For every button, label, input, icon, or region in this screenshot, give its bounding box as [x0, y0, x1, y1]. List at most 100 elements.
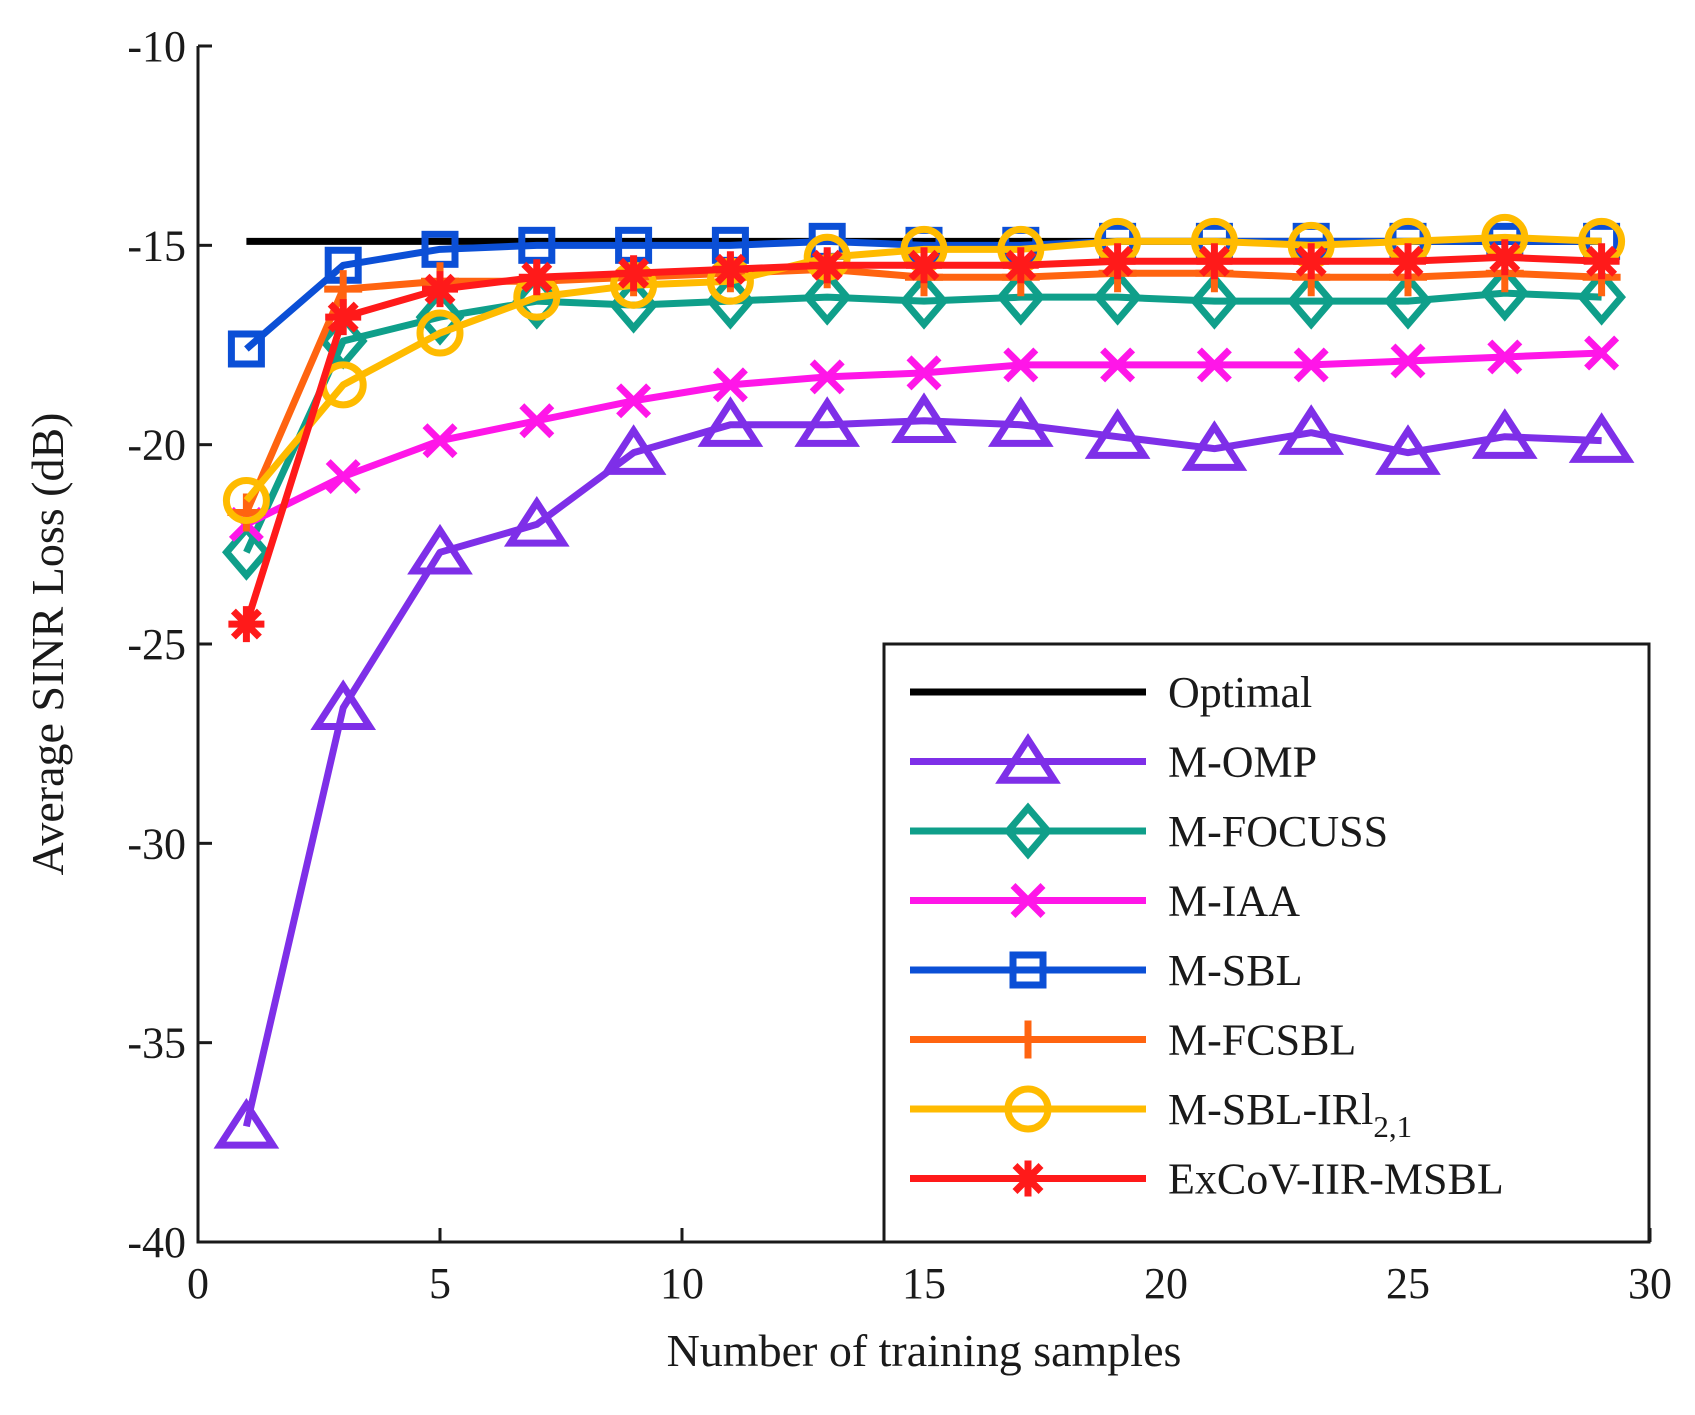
data-point [1002, 247, 1039, 284]
legend-marker [1010, 883, 1046, 918]
plot-area [213, 213, 1635, 1149]
data-point [1084, 408, 1151, 459]
data-point [809, 247, 846, 284]
data-point [503, 495, 570, 547]
series-m-iaa [228, 335, 1620, 542]
legend-marker [1009, 951, 1047, 989]
y-tick-label: -20 [127, 421, 186, 470]
series-line [242, 417, 1602, 1128]
data-point [221, 523, 271, 581]
legend-marker [1003, 802, 1053, 860]
data-point [407, 523, 473, 575]
x-tick-label: 30 [1628, 1259, 1672, 1308]
data-point [802, 268, 852, 326]
data-point [1375, 424, 1441, 475]
data-point [794, 396, 861, 447]
data-point [600, 424, 667, 475]
x-tick-label: 5 [429, 1259, 451, 1308]
data-point [416, 309, 464, 357]
data-point [422, 271, 458, 308]
data-point [809, 359, 845, 395]
data-point [615, 255, 652, 292]
data-point [1390, 243, 1426, 280]
legend-marker [1010, 1160, 1046, 1197]
legend: OptimalM-OMPM-FOCUSSM-IAAM-SBLM-FCSBLM-S… [882, 642, 1651, 1244]
data-point [616, 383, 652, 419]
legend-label: M-IAA [1168, 877, 1300, 926]
data-point [1189, 272, 1239, 330]
data-point [1286, 272, 1336, 330]
legend-label: M-FOCUSS [1168, 807, 1388, 856]
data-point [213, 1097, 280, 1149]
legend-marker [1009, 1020, 1047, 1059]
data-point [518, 259, 555, 296]
data-point [1181, 420, 1248, 471]
data-point [1003, 347, 1039, 383]
data-point [1486, 239, 1523, 276]
legend-label: M-OMP [1168, 738, 1317, 787]
data-point [1278, 404, 1345, 455]
x-tick-label: 10 [660, 1259, 704, 1308]
data-point [1487, 339, 1523, 375]
data-point [325, 299, 362, 336]
data-point [519, 403, 555, 439]
legend-label: Optimal [1168, 668, 1312, 717]
data-point [712, 367, 748, 403]
x-axis-label: Number of training samples [667, 1325, 1182, 1376]
x-tick-label: 20 [1144, 1259, 1188, 1308]
y-tick-label: -10 [127, 22, 186, 71]
y-tick-label: -40 [127, 1218, 186, 1267]
data-point [1293, 243, 1330, 280]
x-tick-label: 0 [187, 1259, 209, 1308]
series-excov-iir-msbl [228, 239, 1620, 643]
data-point [906, 247, 942, 284]
data-point [899, 272, 949, 330]
legend-item-m-iaa: M-IAA [910, 877, 1300, 926]
data-point [222, 476, 270, 524]
legend-item-m-omp: M-OMP [910, 733, 1317, 787]
x-tick-label: 15 [902, 1259, 946, 1308]
legend-item-m-sbl: M-SBL [910, 946, 1302, 995]
data-point [1293, 347, 1329, 383]
y-tick-label: -15 [127, 221, 186, 270]
data-point [325, 459, 361, 495]
data-point [310, 679, 377, 730]
legend-marker [995, 733, 1061, 784]
data-point [1100, 347, 1136, 383]
data-point [1093, 268, 1143, 326]
data-point [422, 423, 458, 459]
legend-label: M-SBL [1168, 946, 1302, 995]
data-point [712, 251, 749, 288]
series-line [243, 289, 1602, 554]
data-point [1584, 335, 1620, 371]
data-point [906, 355, 942, 391]
data-point [415, 288, 465, 346]
data-point [1196, 347, 1232, 383]
data-point [987, 396, 1054, 447]
legend-item-excov-iir-msbl: ExCoV-IIR-MSBL [910, 1155, 1504, 1204]
data-point [1583, 243, 1620, 280]
y-tick-label: -30 [127, 819, 186, 868]
legend-marker [1004, 1085, 1052, 1133]
data-point [996, 268, 1046, 326]
axes: -10 -15 -20 -25 -30 -35 -400 5 10 15 20 25 30 Number … [22, 22, 1672, 1376]
legend-label: M-FCSBL [1168, 1016, 1356, 1065]
data-point [227, 330, 265, 368]
legend-item-m-fcsbl: M-FCSBL [910, 1016, 1356, 1065]
data-point [891, 392, 957, 443]
data-point [1099, 243, 1136, 280]
data-point [697, 396, 764, 447]
data-point [1568, 412, 1635, 463]
legend-item-optimal: Optimal [910, 668, 1312, 717]
y-axis-label: Average SINR Loss (dB) [22, 413, 73, 876]
data-point [1383, 272, 1433, 330]
data-point [1577, 268, 1627, 326]
legend-item-m-focuss: M-FOCUSS [910, 802, 1388, 860]
data-point [1196, 243, 1233, 280]
data-point [1480, 264, 1530, 322]
legend-label: ExCoV-IIR-MSBL [1168, 1155, 1504, 1204]
data-point [1390, 343, 1426, 379]
x-tick-label: 25 [1386, 1259, 1430, 1308]
data-point [228, 606, 265, 643]
